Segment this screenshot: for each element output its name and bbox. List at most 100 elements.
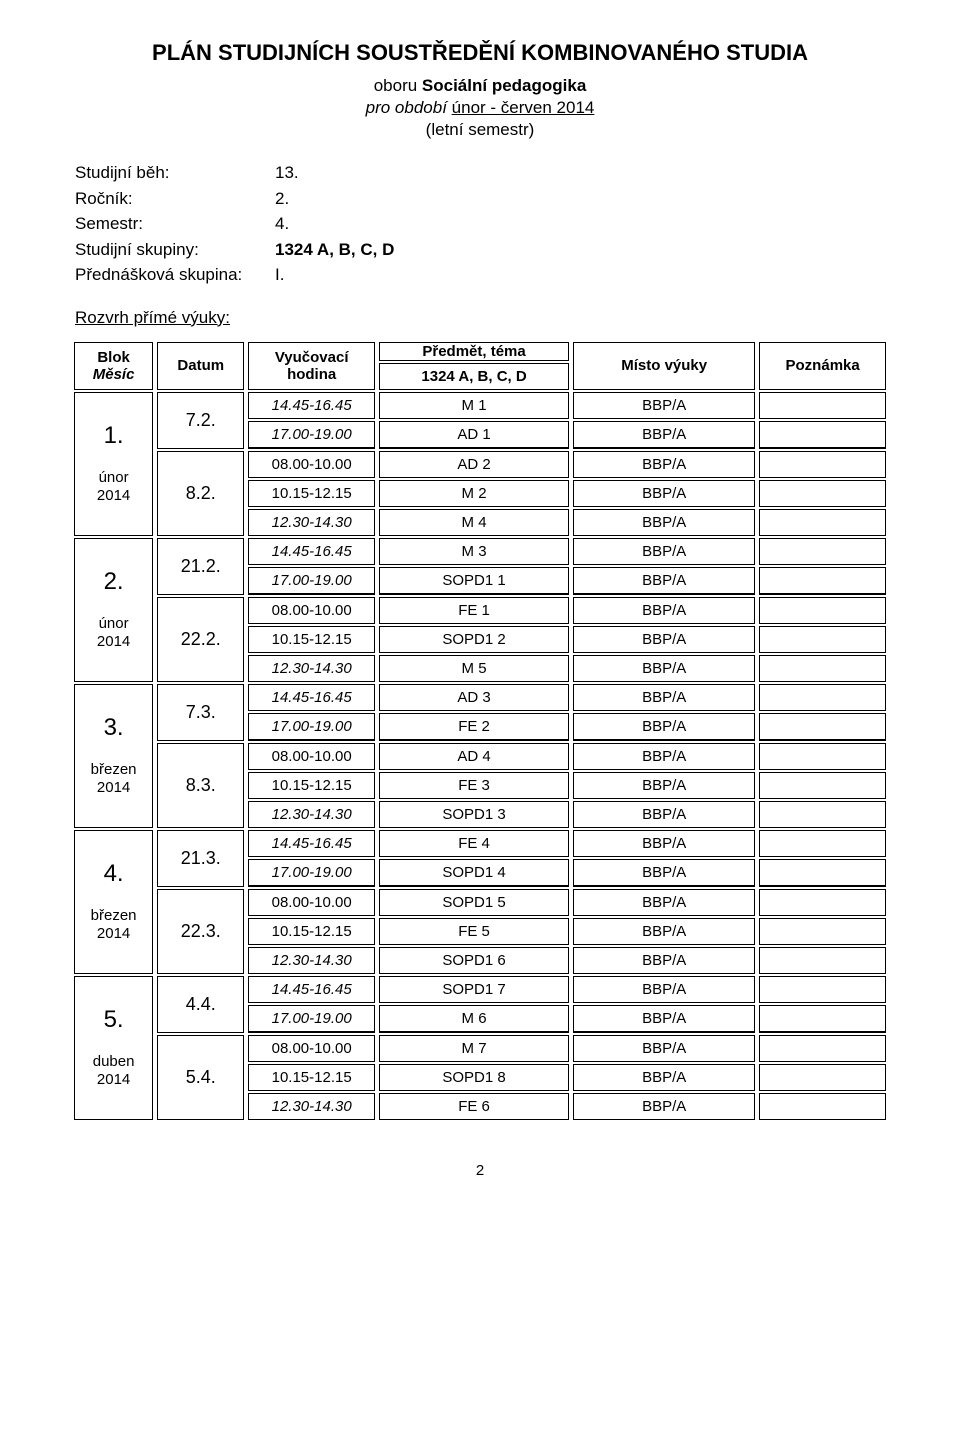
predmet-cell: SOPD1 4: [379, 859, 569, 887]
misto-cell: BBP/A: [573, 597, 755, 624]
hodina-cell: 14.45-16.45: [248, 538, 375, 565]
info-row: Přednášková skupina:I.: [75, 262, 910, 288]
predmet-cell: SOPD1 7: [379, 976, 569, 1003]
block-number: 1.: [81, 422, 146, 451]
hodina-cell: 14.45-16.45: [248, 976, 375, 1003]
poznamka-cell: [759, 392, 886, 419]
misto-cell: BBP/A: [573, 451, 755, 478]
subtitle-line-1: oboru Sociální pedagogika: [50, 76, 910, 96]
predmet-cell: M 2: [379, 480, 569, 507]
info-row: Studijní skupiny:1324 A, B, C, D: [75, 237, 910, 263]
predmet-cell: SOPD1 1: [379, 567, 569, 595]
hodina-cell: 10.15-12.15: [248, 626, 375, 653]
poznamka-cell: [759, 830, 886, 857]
info-label: Studijní skupiny:: [75, 237, 275, 263]
poznamka-cell: [759, 859, 886, 887]
info-label: Ročník:: [75, 186, 275, 212]
poznamka-cell: [759, 480, 886, 507]
hodina-cell: 12.30-14.30: [248, 947, 375, 974]
predmet-cell: SOPD1 8: [379, 1064, 569, 1091]
block-month: únor: [81, 469, 146, 487]
header-poznamka: Poznámka: [759, 342, 886, 390]
predmet-cell: M 6: [379, 1005, 569, 1033]
predmet-cell: AD 3: [379, 684, 569, 711]
block-year: 2014: [81, 779, 146, 797]
misto-cell: BBP/A: [573, 976, 755, 1003]
predmet-cell: AD 4: [379, 743, 569, 770]
info-value: 4.: [275, 211, 289, 237]
info-block: Studijní běh:13.Ročník:2.Semestr:4.Studi…: [75, 160, 910, 288]
misto-cell: BBP/A: [573, 480, 755, 507]
misto-cell: BBP/A: [573, 772, 755, 799]
predmet-cell: FE 6: [379, 1093, 569, 1120]
datum-cell: 22.3.: [157, 889, 244, 974]
table-row: 8.2.08.00-10.00AD 2BBP/A: [74, 451, 886, 478]
hodina-cell: 12.30-14.30: [248, 655, 375, 682]
poznamka-cell: [759, 626, 886, 653]
poznamka-cell: [759, 509, 886, 536]
predmet-cell: FE 1: [379, 597, 569, 624]
predmet-cell: M 4: [379, 509, 569, 536]
hodina-cell: 10.15-12.15: [248, 1064, 375, 1091]
header-predmet-bottom: 1324 A, B, C, D: [379, 363, 569, 390]
poznamka-cell: [759, 889, 886, 916]
section-title: Rozvrh přímé výuky:: [75, 308, 910, 328]
header-datum: Datum: [157, 342, 244, 390]
hodina-cell: 08.00-10.00: [248, 889, 375, 916]
datum-cell: 5.4.: [157, 1035, 244, 1120]
table-row: 5. duben20144.4.14.45-16.45SOPD1 7BBP/A: [74, 976, 886, 1003]
hodina-cell: 08.00-10.00: [248, 597, 375, 624]
predmet-cell: FE 4: [379, 830, 569, 857]
misto-cell: BBP/A: [573, 509, 755, 536]
poznamka-cell: [759, 421, 886, 449]
schedule-table: BlokMěsícDatumVyučovací hodinaPředmět, t…: [70, 340, 890, 1122]
table-row: 22.2.08.00-10.00FE 1BBP/A: [74, 597, 886, 624]
misto-cell: BBP/A: [573, 567, 755, 595]
datum-cell: 4.4.: [157, 976, 244, 1033]
misto-cell: BBP/A: [573, 743, 755, 770]
header-hodina: Vyučovací hodina: [248, 342, 375, 390]
datum-cell: 21.2.: [157, 538, 244, 595]
block-cell: 1. únor2014: [74, 392, 153, 536]
misto-cell: BBP/A: [573, 626, 755, 653]
misto-cell: BBP/A: [573, 889, 755, 916]
block-year: 2014: [81, 925, 146, 943]
info-row: Ročník:2.: [75, 186, 910, 212]
poznamka-cell: [759, 918, 886, 945]
hodina-cell: 17.00-19.00: [248, 1005, 375, 1033]
hodina-cell: 10.15-12.15: [248, 772, 375, 799]
poznamka-cell: [759, 947, 886, 974]
info-value: 13.: [275, 160, 299, 186]
block-number: 3.: [81, 714, 146, 743]
predmet-cell: FE 3: [379, 772, 569, 799]
hodina-cell: 08.00-10.00: [248, 1035, 375, 1062]
block-month: duben: [81, 1053, 146, 1071]
poznamka-cell: [759, 1005, 886, 1033]
predmet-cell: FE 5: [379, 918, 569, 945]
misto-cell: BBP/A: [573, 1035, 755, 1062]
hodina-cell: 17.00-19.00: [248, 421, 375, 449]
hodina-cell: 14.45-16.45: [248, 830, 375, 857]
misto-cell: BBP/A: [573, 684, 755, 711]
block-cell: 4. březen2014: [74, 830, 153, 974]
hodina-cell: 17.00-19.00: [248, 713, 375, 741]
misto-cell: BBP/A: [573, 421, 755, 449]
misto-cell: BBP/A: [573, 918, 755, 945]
subtitle2-prefix: pro období: [366, 98, 452, 117]
poznamka-cell: [759, 684, 886, 711]
datum-cell: 8.3.: [157, 743, 244, 828]
hodina-cell: 12.30-14.30: [248, 509, 375, 536]
predmet-cell: M 5: [379, 655, 569, 682]
info-value: 2.: [275, 186, 289, 212]
predmet-cell: FE 2: [379, 713, 569, 741]
predmet-cell: M 7: [379, 1035, 569, 1062]
datum-cell: 21.3.: [157, 830, 244, 887]
header-predmet-top: Předmět, téma: [379, 342, 569, 361]
info-row: Semestr:4.: [75, 211, 910, 237]
table-row: 2. únor201421.2.14.45-16.45M 3BBP/A: [74, 538, 886, 565]
block-cell: 2. únor2014: [74, 538, 153, 682]
predmet-cell: SOPD1 2: [379, 626, 569, 653]
poznamka-cell: [759, 538, 886, 565]
page-number: 2: [50, 1162, 910, 1179]
subtitle1-prefix: oboru: [374, 76, 422, 95]
